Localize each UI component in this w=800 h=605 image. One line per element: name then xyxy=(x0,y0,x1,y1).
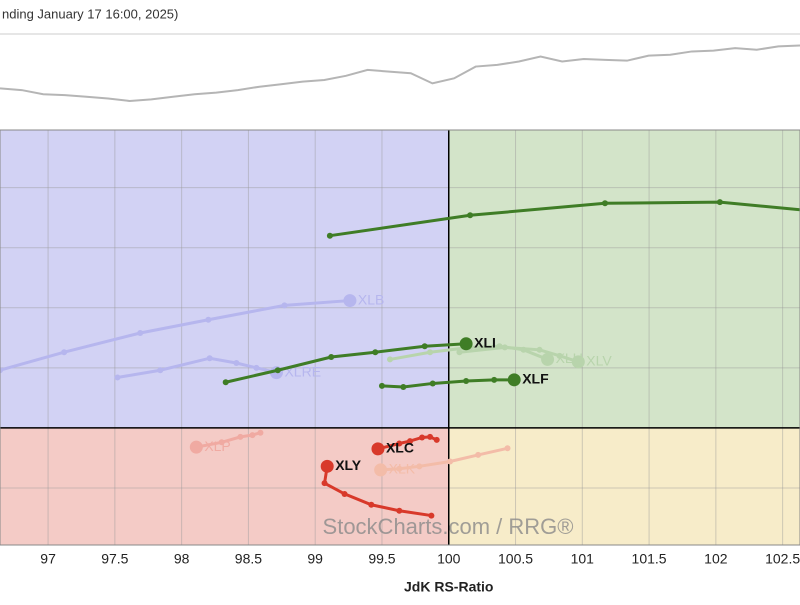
x-tick-label: 101.5 xyxy=(632,551,667,567)
head-point xyxy=(507,373,521,387)
head-point xyxy=(541,352,555,366)
series-label: XLP xyxy=(204,438,230,454)
head-point xyxy=(343,294,357,308)
head-point xyxy=(189,440,203,454)
tail-point xyxy=(427,433,434,440)
x-tick-label: 99.5 xyxy=(368,551,395,567)
x-axis-label: JdK RS-Ratio xyxy=(404,579,493,595)
x-tick-label: 98 xyxy=(174,551,190,567)
series-label: XLK xyxy=(389,461,416,477)
x-tick-label: 97.5 xyxy=(101,551,128,567)
x-tick-label: 101 xyxy=(571,551,595,567)
x-tick-label: 100.5 xyxy=(498,551,533,567)
tail-point xyxy=(491,376,498,383)
tail-point xyxy=(556,352,563,359)
head-point xyxy=(459,337,473,351)
tail-line xyxy=(0,299,351,372)
tail-point xyxy=(61,349,68,356)
series-label: XLI xyxy=(474,335,496,351)
tail-point xyxy=(326,232,333,239)
quadrant-improving xyxy=(0,130,449,428)
head-point xyxy=(374,463,388,477)
tail-point xyxy=(716,199,723,206)
tail-point xyxy=(0,367,3,374)
benchmark-line xyxy=(0,44,800,103)
tail-point xyxy=(396,440,403,447)
tail-line xyxy=(225,342,467,384)
tail-line xyxy=(389,344,549,361)
tail-point xyxy=(504,445,511,452)
x-axis: 97 97.5 98 98.5 99 99.5 100 100.5 101 101.5 102 102… xyxy=(40,551,800,595)
tail-point xyxy=(456,349,463,356)
tail-point xyxy=(205,316,212,323)
tail-point xyxy=(218,439,225,446)
tail-point xyxy=(400,384,407,391)
tail-point xyxy=(447,458,454,465)
series-label: XLC xyxy=(386,440,414,456)
tail-point xyxy=(427,349,434,356)
tail-point xyxy=(396,507,403,514)
tail-point xyxy=(501,344,508,351)
tail-point xyxy=(237,433,244,440)
x-tick-label: 98.5 xyxy=(235,551,262,567)
tail-point xyxy=(463,378,470,385)
tail-point xyxy=(378,382,385,389)
tail-point xyxy=(206,355,213,362)
tail-point xyxy=(257,429,264,436)
tail-point xyxy=(467,212,474,219)
tail-point xyxy=(416,463,423,470)
tail-point xyxy=(475,451,482,458)
tail-point xyxy=(419,434,426,441)
tail-line xyxy=(380,446,508,472)
tail-point xyxy=(602,200,609,207)
tail-point xyxy=(321,480,328,487)
series-label: XLV xyxy=(586,353,612,369)
head-point xyxy=(320,459,334,473)
tail-line xyxy=(117,356,277,379)
quadrant-leading xyxy=(448,130,800,428)
tail-point xyxy=(114,374,121,381)
tail-line xyxy=(381,378,515,389)
tail-point xyxy=(396,465,403,472)
tail-point xyxy=(341,490,348,497)
x-tick-label: 102 xyxy=(704,551,728,567)
tail-point xyxy=(372,349,379,356)
header-title: nding January 17 16:00, 2025) xyxy=(2,6,178,21)
tail-point xyxy=(368,501,375,508)
tail-point xyxy=(328,354,335,361)
x-tick-label: 99 xyxy=(307,551,323,567)
tail-point xyxy=(386,356,393,363)
x-tick-label: 102.5 xyxy=(765,551,800,567)
tail-point xyxy=(137,329,144,336)
plot-border xyxy=(0,129,800,546)
tail-point xyxy=(421,343,428,350)
watermark: StockCharts.com / RRG® xyxy=(323,514,574,539)
tail-point xyxy=(274,367,281,374)
x-tick-label: 100 xyxy=(437,551,461,567)
tail-point xyxy=(536,346,543,353)
tail-point xyxy=(428,512,435,519)
series-label: XLF xyxy=(522,371,549,387)
series-label: XLB xyxy=(358,291,384,307)
tail-point xyxy=(281,302,288,309)
tail-point xyxy=(253,364,260,371)
tail-point xyxy=(433,436,440,443)
tail-point xyxy=(157,367,164,374)
mini-chart xyxy=(0,44,800,103)
tail-point xyxy=(249,432,256,439)
tail-point xyxy=(233,360,240,367)
head-point xyxy=(571,355,585,369)
tail-point xyxy=(222,379,229,386)
head-point xyxy=(371,442,385,456)
x-tick-label: 97 xyxy=(40,551,56,567)
series-label: XLY xyxy=(335,457,362,473)
tail-point xyxy=(429,380,436,387)
tail-point xyxy=(407,438,414,445)
